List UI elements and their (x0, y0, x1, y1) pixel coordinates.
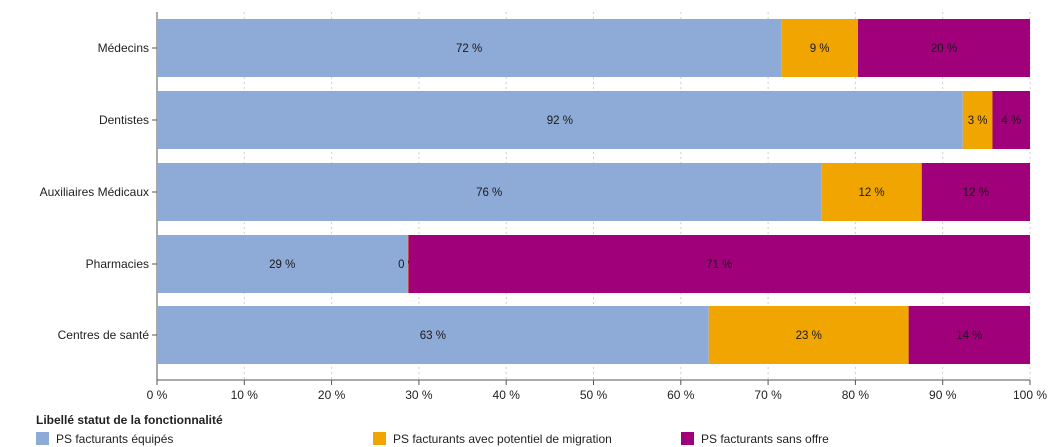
bar-segment (781, 19, 859, 77)
x-tick-label: 80 % (842, 388, 870, 402)
bar-segment (157, 163, 822, 221)
category-label: Auxiliaires Médicaux (40, 185, 149, 199)
bar-segment (157, 91, 963, 149)
bar-segment (408, 235, 1030, 293)
x-tick-label: 100 % (1013, 388, 1047, 402)
bar-segment (407, 235, 409, 293)
bar-segment (992, 91, 1030, 149)
data-label: 71 % (706, 259, 732, 271)
category-label: Pharmacies (86, 257, 149, 271)
data-label: 29 % (269, 259, 295, 271)
legend-swatch (681, 432, 694, 445)
x-tick-label: 60 % (667, 388, 695, 402)
data-label: 14 % (956, 330, 982, 342)
legend-label: PS facturants sans offre (701, 432, 829, 446)
x-tick-label: 20 % (318, 388, 346, 402)
data-label: 12 % (858, 187, 884, 199)
category-label: Médecins (98, 41, 149, 55)
bar-segment (157, 19, 782, 77)
data-label: 76 % (476, 187, 502, 199)
legend-label: PS facturants avec potentiel de migratio… (393, 432, 612, 446)
x-tick-label: 40 % (493, 388, 521, 402)
legend-swatch (373, 432, 386, 445)
bar-segment (708, 306, 909, 364)
data-label: 72 % (456, 43, 482, 55)
bar-segment (157, 306, 709, 364)
data-label: 12 % (963, 187, 989, 199)
bar-segment (908, 306, 1030, 364)
bar-segment (821, 163, 922, 221)
x-tick-label: 50 % (580, 388, 608, 402)
x-tick-label: 70 % (754, 388, 782, 402)
bar-segment (962, 91, 993, 149)
bar-segment (858, 19, 1030, 77)
x-tick-label: 10 % (231, 388, 259, 402)
legend-title: Libellé statut de la fonctionnalité (36, 413, 223, 427)
data-label: 9 % (810, 43, 830, 55)
data-label: 4 % (1001, 115, 1021, 127)
x-tick-label: 90 % (929, 388, 957, 402)
data-label: 63 % (420, 330, 446, 342)
category-label: Centres de santé (58, 328, 150, 342)
data-label: 23 % (796, 330, 822, 342)
bar-segment (157, 235, 408, 293)
legend-swatch (36, 432, 49, 445)
data-label: 3 % (968, 115, 988, 127)
bar-segment (921, 163, 1030, 221)
category-label: Dentistes (99, 113, 149, 127)
data-label: 20 % (931, 43, 957, 55)
x-tick-label: 0 % (147, 388, 168, 402)
legend-label: PS facturants équipés (56, 432, 173, 446)
data-label: 92 % (547, 115, 573, 127)
x-tick-label: 30 % (405, 388, 433, 402)
